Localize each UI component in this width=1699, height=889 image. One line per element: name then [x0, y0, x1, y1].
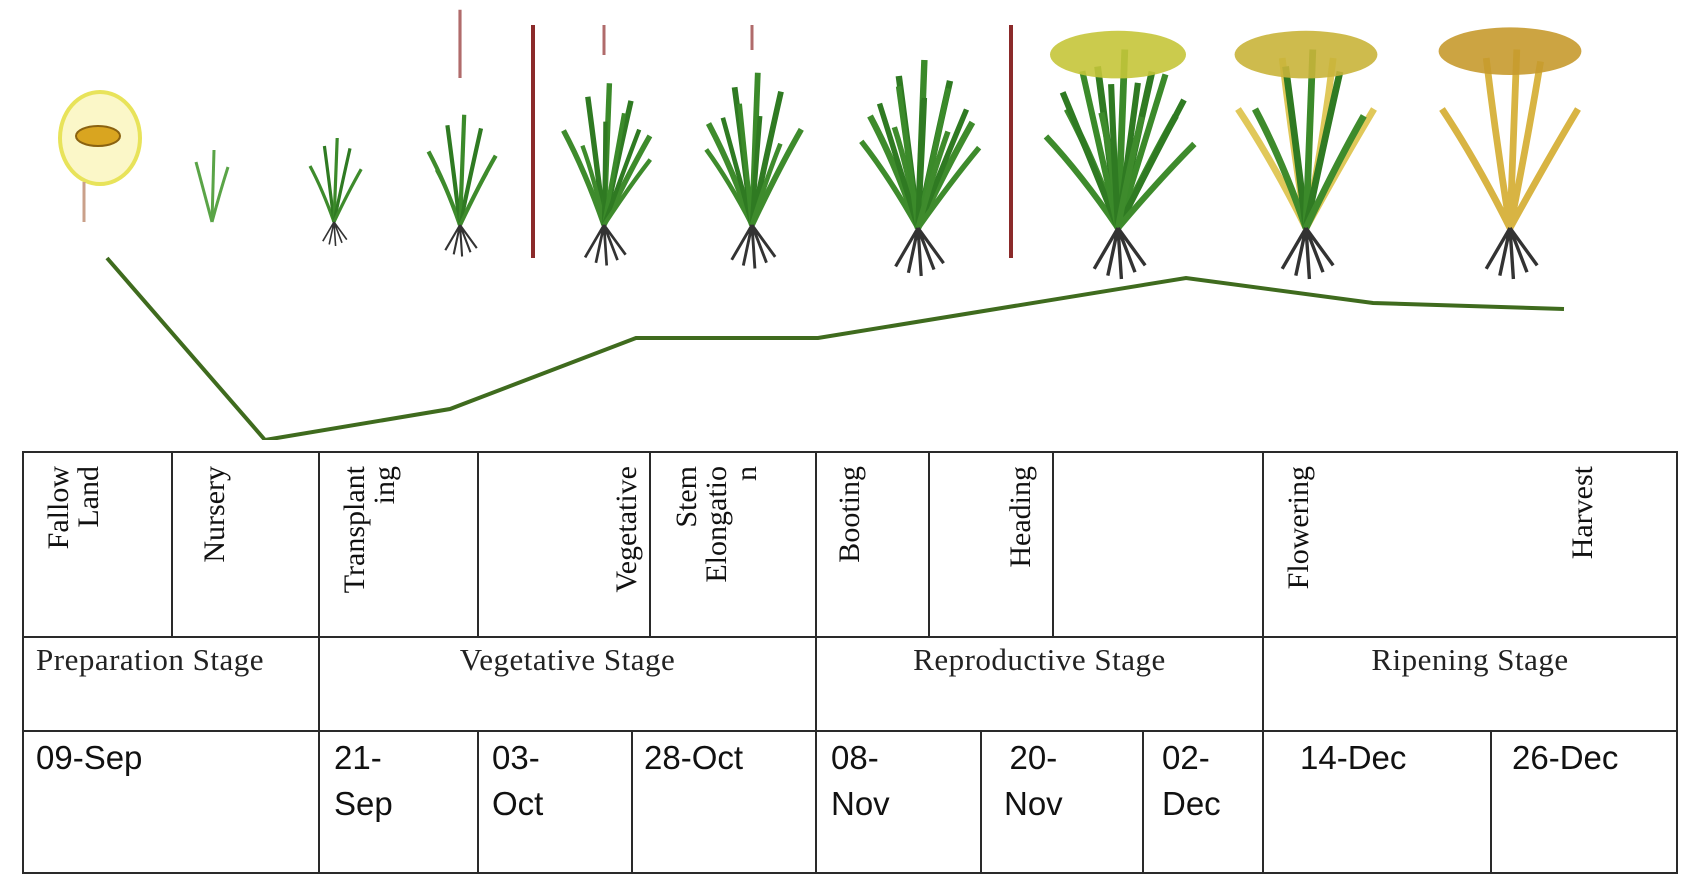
stage-label-transplanting: Transplant ing	[338, 466, 401, 594]
cell-divider	[477, 730, 479, 874]
rice-growth-illustration	[58, 9, 1582, 440]
stage-label-fallow-land: Fallow Land	[42, 466, 105, 550]
cell-divider	[1142, 730, 1144, 874]
ripening-plant-icon	[1438, 27, 1582, 281]
cell-divider	[928, 451, 930, 636]
phase-ripening: Ripening Stage	[1371, 642, 1569, 677]
date-cell: 21- Sep	[334, 739, 393, 822]
date-cell: 02- Dec	[1162, 739, 1221, 822]
date-cell: 28-Oct	[644, 739, 744, 776]
table-border	[1676, 451, 1678, 874]
phase-reproductive: Reproductive Stage	[913, 642, 1166, 677]
cell-divider	[1052, 451, 1054, 636]
cell-divider	[171, 451, 173, 636]
heading-plant-icon	[1032, 30, 1210, 281]
tillering-plant-icon	[429, 9, 496, 258]
vegetative-plant-icon	[701, 73, 802, 270]
stage-label-booting: Booting	[833, 466, 866, 563]
date-cell: 09-Sep	[36, 739, 143, 776]
cell-divider	[815, 451, 817, 874]
table-border	[22, 451, 1678, 453]
stage-label-vegetative: Vegetative	[610, 466, 643, 593]
table-border	[22, 451, 24, 874]
date-cell: 26-Dec	[1512, 739, 1619, 776]
cell-divider	[1490, 730, 1492, 874]
stage-label-heading: Heading	[1004, 466, 1037, 568]
cell-divider	[631, 730, 633, 874]
growth-curve	[105, 256, 1565, 440]
table-border	[22, 636, 1678, 638]
flowering-plant-icon	[1234, 30, 1378, 281]
vegetative-plant-icon	[564, 83, 657, 267]
cell-divider	[1262, 451, 1264, 874]
cell-divider	[318, 451, 320, 874]
cell-divider	[477, 451, 479, 636]
stage-label-harvest: Harvest	[1566, 466, 1599, 560]
stage-label-nursery: Nursery	[198, 466, 231, 563]
date-cell: 03- Oct	[492, 739, 544, 822]
stem-elongation-plant-icon	[853, 60, 988, 278]
phase-vegetative: Vegetative Stage	[459, 642, 676, 677]
date-cell: 20- Nov	[1004, 739, 1063, 822]
table-border	[22, 872, 1678, 874]
seed-icon	[58, 90, 142, 222]
stage-label-flowering: Flowering	[1282, 466, 1315, 590]
phase-preparation: Preparation Stage	[36, 642, 265, 677]
date-cell: 14-Dec	[1300, 739, 1407, 776]
cell-divider	[649, 451, 651, 636]
seedling-icon	[194, 149, 230, 223]
cell-divider	[980, 730, 982, 874]
young-plant-icon	[308, 136, 363, 247]
growth-stage-table: Fallow Land Nursery Transplant ing Veget…	[22, 451, 1678, 874]
stage-label-stem-elongation: Stem Elongatio n	[670, 466, 763, 583]
date-cell: 08- Nov	[831, 739, 890, 822]
table-border	[22, 730, 1678, 732]
